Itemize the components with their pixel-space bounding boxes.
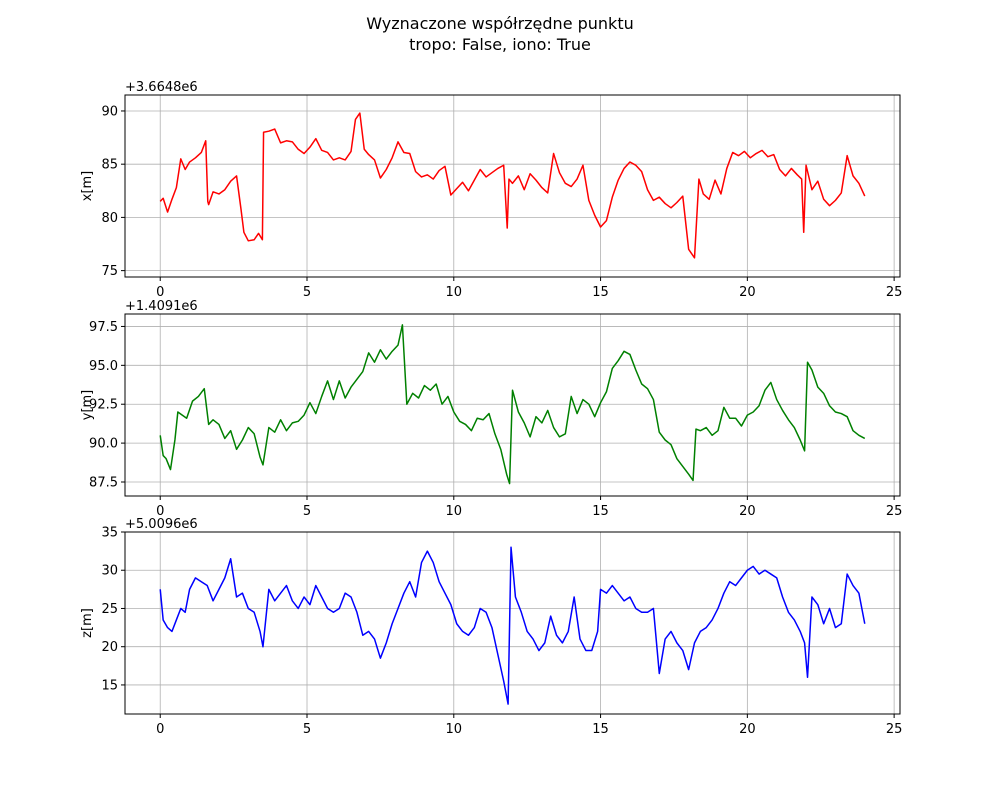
x-tick-label: 20 [739,504,756,519]
x-tick-label: 0 [156,504,164,519]
x-tick-label: 10 [446,722,463,737]
y-tick-label: 15 [101,678,118,693]
y-axis-label: z[m] [80,608,95,638]
figure-title-line-1: Wyznaczone współrzędne punktu [366,14,634,33]
y-tick-label: 85 [101,158,118,173]
subplot-3: 0 5 10 15 20 25 15 20 25 30 35 +5.0096e6 z[m] [80,517,902,737]
y-tick-label: 30 [101,564,118,579]
x-tick-label: 5 [303,722,311,737]
y-offset-label: +3.6648e6 [125,80,198,95]
x-tick-label: 0 [156,285,164,300]
subplot-2: 0 5 10 15 20 25 87.5 90.0 92.5 95.0 97.5 +1.4091e6 y… [80,299,902,519]
y-tick-label: 90 [101,104,118,119]
y-tick-label: 97.5 [89,320,118,335]
y-axis-label: y[m] [80,390,95,421]
x-tick-label: 25 [886,285,903,300]
y-offset-label: +5.0096e6 [125,517,198,532]
series-line-1 [159,324,866,485]
axes-frame [124,313,901,497]
y-tick-label: 95.0 [89,359,118,374]
y-tick-label: 90.0 [89,437,118,452]
y-tick-label: 87.5 [89,476,118,491]
x-tick-label: 5 [303,285,311,300]
y-tick-label: 35 [101,526,118,541]
y-tick-label: 20 [101,640,118,655]
series-line-1 [159,546,866,705]
x-tick-label: 15 [592,504,609,519]
y-axis-label: x[m] [80,171,95,202]
x-tick-label: 25 [886,504,903,519]
figure-title-line-2: tropo: False, iono: True [409,35,591,54]
axes-frame [124,531,901,715]
y-offset-label: +1.4091e6 [125,299,198,314]
x-tick-label: 15 [592,722,609,737]
x-tick-label: 20 [739,285,756,300]
y-tick-label: 92.5 [89,398,118,413]
x-tick-label: 10 [446,504,463,519]
x-tick-label: 10 [446,285,463,300]
x-tick-label: 5 [303,504,311,519]
series-line-1 [159,112,866,259]
x-tick-label: 15 [592,285,609,300]
y-tick-label: 25 [101,602,118,617]
x-tick-label: 0 [156,722,164,737]
axes-frame [124,94,901,278]
subplot-1: 0 5 10 15 20 25 75 80 85 90 +3.6648e6 x[m] [80,80,902,300]
x-tick-label: 25 [886,722,903,737]
y-tick-label: 80 [101,211,118,226]
x-tick-label: 20 [739,722,756,737]
y-tick-label: 75 [101,264,118,279]
